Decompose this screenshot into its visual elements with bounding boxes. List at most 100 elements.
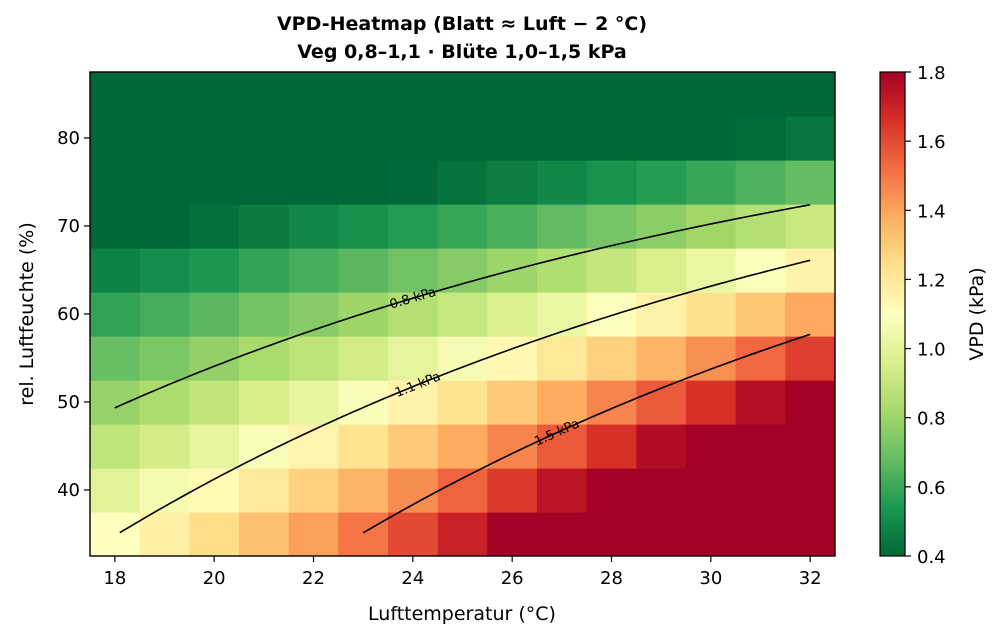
heatmap-cell <box>388 380 439 425</box>
heatmap-cell <box>636 424 687 469</box>
x-tick-label: 20 <box>203 568 226 589</box>
heatmap-cell <box>636 380 687 425</box>
heatmap-cell <box>686 468 737 513</box>
heatmap-cell <box>636 512 687 556</box>
heatmap-cell <box>437 512 488 556</box>
heatmap-cell <box>537 512 588 556</box>
heatmap-cell <box>586 380 637 425</box>
heatmap-cell <box>735 468 786 513</box>
heatmap-cell <box>586 116 637 161</box>
heatmap-cell <box>636 204 687 249</box>
heatmap-cell <box>239 204 290 249</box>
heatmap-cell <box>139 116 190 161</box>
y-tick-label: 80 <box>57 128 80 149</box>
colorbar-tick-label: 1.0 <box>917 340 946 361</box>
heatmap-cell <box>288 160 339 205</box>
heatmap-cell <box>288 72 339 117</box>
heatmap-cell <box>90 380 141 425</box>
chart-title: VPD-Heatmap (Blatt ≈ Luft − 2 °C) <box>277 13 647 35</box>
heatmap-cell <box>785 468 835 513</box>
heatmap-cell <box>90 424 141 469</box>
heatmap-cell <box>90 116 141 161</box>
heatmap-cell <box>487 116 538 161</box>
heatmap-cell <box>288 248 339 293</box>
heatmap-cell <box>139 204 190 249</box>
heatmap-cell <box>338 336 389 381</box>
y-tick-label: 40 <box>57 480 80 501</box>
heatmap-cell <box>239 468 290 513</box>
heatmap-cell <box>239 72 290 117</box>
heatmap-cell <box>537 160 588 205</box>
heatmap-cell <box>735 72 786 117</box>
x-tick-label: 18 <box>103 568 126 589</box>
heatmap-cell <box>785 292 835 337</box>
heatmap-cell <box>388 336 439 381</box>
heatmap-cell <box>686 204 737 249</box>
heatmap-cell <box>139 160 190 205</box>
heatmap-cell <box>636 160 687 205</box>
heatmap-cell <box>139 380 190 425</box>
heatmap-cell <box>586 292 637 337</box>
colorbar-tick-label: 1.8 <box>917 63 946 84</box>
heatmap-cell <box>388 160 439 205</box>
colorbar <box>879 71 906 557</box>
heatmap-cell <box>735 160 786 205</box>
heatmap-cell <box>388 204 439 249</box>
heatmap-cell <box>586 468 637 513</box>
heatmap-cell <box>686 336 737 381</box>
heatmap-cell <box>537 292 588 337</box>
heatmap-cell <box>686 116 737 161</box>
heatmap-cell <box>338 468 389 513</box>
heatmap-cell <box>785 204 835 249</box>
heatmap-cell <box>537 116 588 161</box>
heatmap-cell <box>338 380 389 425</box>
y-tick-label: 50 <box>57 392 80 413</box>
heatmap-cell <box>487 72 538 117</box>
x-axis-label: Lufttemperatur (°C) <box>368 603 556 625</box>
heatmap-cell <box>288 512 339 556</box>
heatmap-cell <box>735 512 786 556</box>
heatmap-cell <box>189 512 240 556</box>
heatmap-cell <box>785 160 835 205</box>
heatmap-cell <box>537 204 588 249</box>
heatmap-cell <box>90 512 141 556</box>
heatmap-cell <box>90 336 141 381</box>
heatmap-cell <box>686 424 737 469</box>
heatmap-cell <box>487 512 538 556</box>
heatmap-cell <box>139 72 190 117</box>
heatmap-cell <box>686 512 737 556</box>
heatmap-cell <box>586 72 637 117</box>
heatmap-cell <box>189 380 240 425</box>
heatmap-cell <box>288 380 339 425</box>
heatmap-cell <box>537 248 588 293</box>
heatmap-cell <box>90 248 141 293</box>
heatmap-cell <box>686 160 737 205</box>
heatmap-cell <box>686 72 737 117</box>
heatmap-cell <box>239 380 290 425</box>
colorbar-tick-label: 1.2 <box>917 270 946 291</box>
heatmap-cell <box>636 292 687 337</box>
heatmap-cell <box>139 248 190 293</box>
heatmap-cell <box>338 72 389 117</box>
heatmap-cell <box>586 512 637 556</box>
heatmap-cell <box>139 512 190 556</box>
heatmap-cell <box>686 292 737 337</box>
heatmap-cell <box>239 292 290 337</box>
x-tick-label: 22 <box>302 568 325 589</box>
heatmap-cell <box>239 160 290 205</box>
heatmap-cell <box>735 292 786 337</box>
contour-line <box>119 259 811 534</box>
heatmap-cell <box>437 116 488 161</box>
y-tick-label: 70 <box>57 216 80 237</box>
heatmap-cell <box>189 116 240 161</box>
heatmap-cell <box>338 160 389 205</box>
heatmap-cell <box>487 292 538 337</box>
heatmap-cell <box>735 424 786 469</box>
heatmap-cell <box>785 380 835 425</box>
heatmap-cell <box>288 116 339 161</box>
y-axis-label: rel. Luftfeuchte (%) <box>16 222 38 406</box>
heatmap-cell <box>139 468 190 513</box>
x-axis-ticks: 18 20 22 24 26 28 30 32 <box>103 556 822 589</box>
heatmap-cell <box>437 468 488 513</box>
